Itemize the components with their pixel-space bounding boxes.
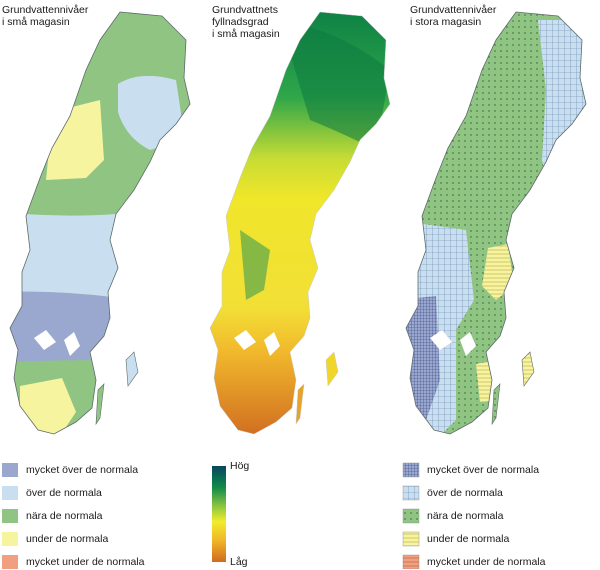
legend-label: under de normala bbox=[427, 533, 510, 545]
legend-swatch bbox=[2, 532, 18, 546]
legend-label: under de normala bbox=[26, 533, 109, 545]
legend-item-very-above: mycket över de normala bbox=[427, 462, 539, 478]
legend-item-near: nära de normala bbox=[427, 508, 503, 524]
legend-large-swatches bbox=[402, 462, 420, 569]
panel-title-large-levels: Grundvattennivåer i stora magasin bbox=[410, 4, 497, 28]
map-small-aquifer-levels bbox=[9, 11, 191, 435]
map-fill-degree bbox=[209, 11, 391, 435]
legend-label: mycket under de normala bbox=[427, 556, 546, 568]
legend-item-above: över de normala bbox=[427, 485, 503, 501]
gradient-low-label: Låg bbox=[230, 556, 248, 568]
legend-item-very-above: mycket över de normala bbox=[2, 462, 138, 478]
legend-label: mycket under de normala bbox=[26, 556, 145, 568]
legend-label: mycket över de normala bbox=[427, 464, 540, 476]
panel-title-fill-degree: Grundvattnets fyllnadsgrad i små magasin bbox=[212, 4, 280, 40]
legend-item-very-below: mycket under de normala bbox=[2, 554, 144, 570]
legend-label: nära de normala bbox=[26, 510, 103, 522]
fill-degree-gradient-bar bbox=[212, 466, 226, 562]
legend-item-below: under de normala bbox=[2, 531, 108, 547]
legend-swatch bbox=[2, 486, 18, 500]
legend-item-above: över de normala bbox=[2, 485, 102, 501]
legend-swatch bbox=[2, 463, 18, 477]
legend-item-very-below: mycket under de normala bbox=[427, 554, 545, 570]
legend-swatch bbox=[2, 509, 18, 523]
legend-swatch bbox=[2, 555, 18, 569]
gradient-high-label: Hög bbox=[230, 460, 250, 472]
legend-label: över de normala bbox=[26, 487, 102, 499]
legend-label: mycket över de normala bbox=[26, 464, 139, 476]
legend-item-below: under de normala bbox=[427, 531, 509, 547]
panel-title-small-levels: Grundvattennivåer i små magasin bbox=[2, 4, 89, 28]
legend-label: över de normala bbox=[427, 487, 503, 499]
legend-label: nära de normala bbox=[427, 510, 504, 522]
legend-item-near: nära de normala bbox=[2, 508, 102, 524]
map-large-aquifer-levels bbox=[405, 11, 587, 435]
